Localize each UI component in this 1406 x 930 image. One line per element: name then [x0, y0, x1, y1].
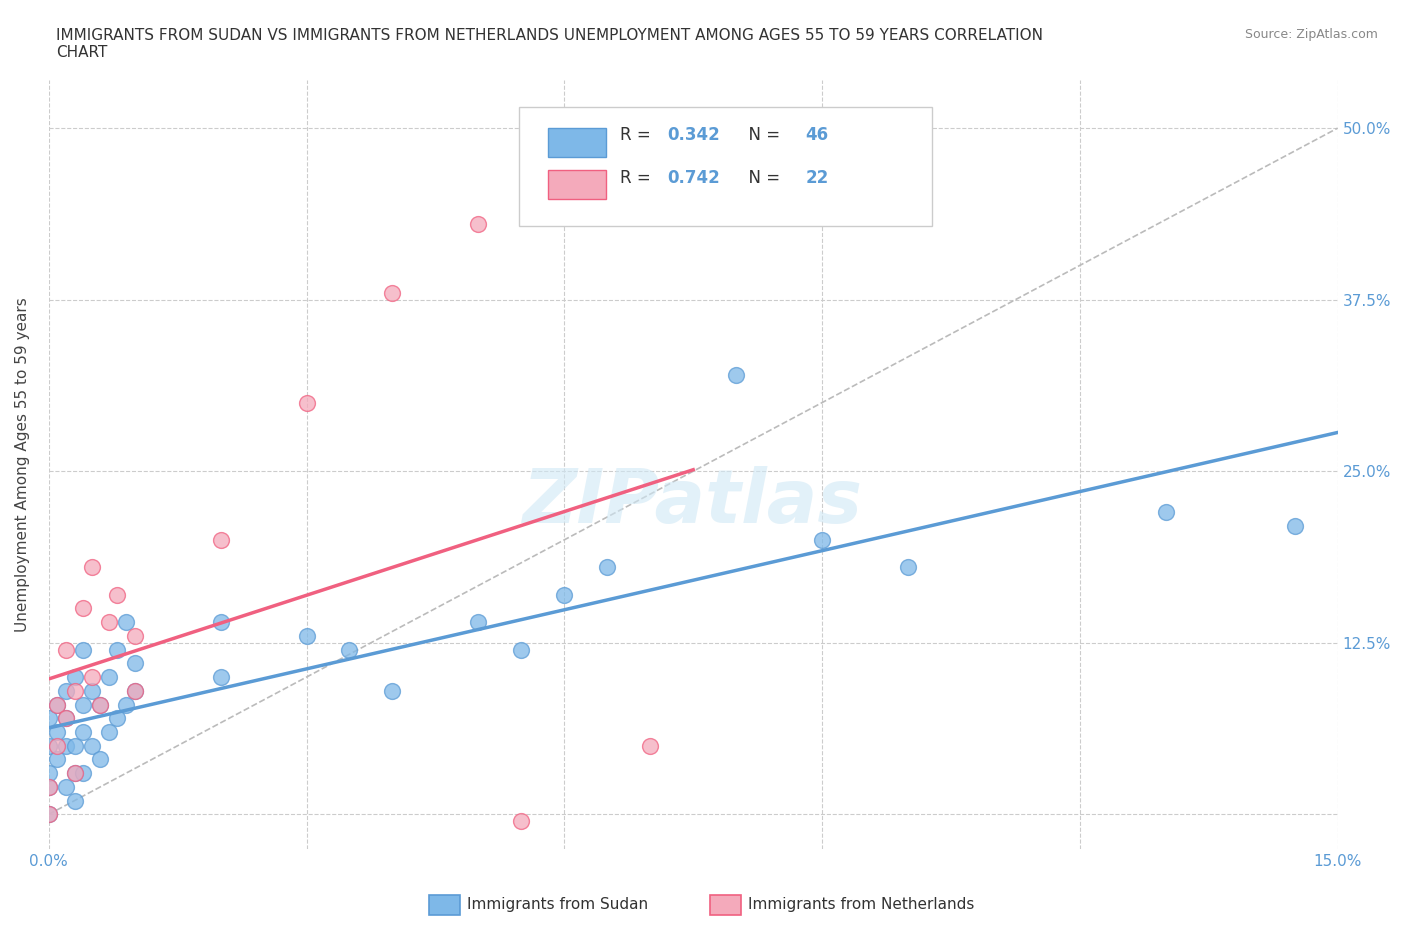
- FancyBboxPatch shape: [547, 127, 606, 157]
- Point: [46, 752, 69, 767]
- Point: [209, 532, 232, 547]
- Point: [381, 684, 404, 698]
- Point: [63, 738, 86, 753]
- Point: [467, 615, 489, 630]
- Point: [46, 698, 69, 712]
- Point: [1154, 505, 1177, 520]
- Point: [89, 698, 111, 712]
- Point: [89, 752, 111, 767]
- FancyBboxPatch shape: [547, 170, 606, 199]
- Point: [209, 615, 232, 630]
- Text: N =: N =: [738, 126, 786, 144]
- Point: [115, 698, 138, 712]
- Point: [553, 588, 575, 603]
- Point: [55, 684, 77, 698]
- Point: [80, 684, 103, 698]
- Text: Immigrants from Sudan: Immigrants from Sudan: [467, 897, 648, 912]
- Text: 46: 46: [806, 126, 828, 144]
- Point: [72, 765, 94, 780]
- Point: [107, 643, 129, 658]
- Point: [63, 765, 86, 780]
- FancyBboxPatch shape: [519, 107, 932, 226]
- Point: [124, 656, 146, 671]
- Point: [38, 765, 60, 780]
- Point: [63, 793, 86, 808]
- Point: [55, 711, 77, 725]
- Point: [46, 738, 69, 753]
- Point: [97, 670, 120, 684]
- Point: [115, 615, 138, 630]
- Point: [80, 738, 103, 753]
- Point: [72, 724, 94, 739]
- Point: [107, 711, 129, 725]
- Point: [124, 684, 146, 698]
- Text: R =: R =: [620, 126, 655, 144]
- Text: IMMIGRANTS FROM SUDAN VS IMMIGRANTS FROM NETHERLANDS UNEMPLOYMENT AMONG AGES 55 : IMMIGRANTS FROM SUDAN VS IMMIGRANTS FROM…: [56, 28, 1043, 60]
- Point: [72, 643, 94, 658]
- Point: [1284, 519, 1306, 534]
- Point: [72, 601, 94, 616]
- Point: [89, 698, 111, 712]
- Point: [38, 738, 60, 753]
- Point: [55, 779, 77, 794]
- Point: [725, 367, 748, 382]
- Point: [124, 629, 146, 644]
- Text: Source: ZipAtlas.com: Source: ZipAtlas.com: [1244, 28, 1378, 41]
- Point: [209, 670, 232, 684]
- Point: [897, 560, 920, 575]
- Text: ZIPatlas: ZIPatlas: [523, 466, 863, 539]
- Point: [38, 807, 60, 822]
- Y-axis label: Unemployment Among Ages 55 to 59 years: Unemployment Among Ages 55 to 59 years: [15, 297, 30, 631]
- Point: [80, 670, 103, 684]
- Point: [107, 588, 129, 603]
- Point: [97, 724, 120, 739]
- Point: [55, 643, 77, 658]
- Point: [80, 560, 103, 575]
- Point: [381, 286, 404, 300]
- Point: [55, 711, 77, 725]
- Point: [63, 670, 86, 684]
- Point: [46, 724, 69, 739]
- Point: [38, 779, 60, 794]
- Point: [38, 807, 60, 822]
- Point: [467, 217, 489, 232]
- Text: 22: 22: [806, 169, 828, 188]
- Point: [63, 765, 86, 780]
- Point: [510, 814, 533, 829]
- Text: 0.342: 0.342: [668, 126, 720, 144]
- Text: N =: N =: [738, 169, 786, 188]
- Point: [295, 395, 318, 410]
- Point: [811, 532, 834, 547]
- Text: Immigrants from Netherlands: Immigrants from Netherlands: [748, 897, 974, 912]
- Point: [295, 629, 318, 644]
- Text: 0.742: 0.742: [668, 169, 720, 188]
- Point: [38, 779, 60, 794]
- Point: [510, 643, 533, 658]
- Point: [596, 560, 619, 575]
- Point: [38, 711, 60, 725]
- Point: [72, 698, 94, 712]
- Point: [339, 643, 361, 658]
- Point: [124, 684, 146, 698]
- Point: [55, 738, 77, 753]
- Text: R =: R =: [620, 169, 655, 188]
- Point: [63, 684, 86, 698]
- Point: [638, 738, 661, 753]
- Point: [97, 615, 120, 630]
- Point: [46, 698, 69, 712]
